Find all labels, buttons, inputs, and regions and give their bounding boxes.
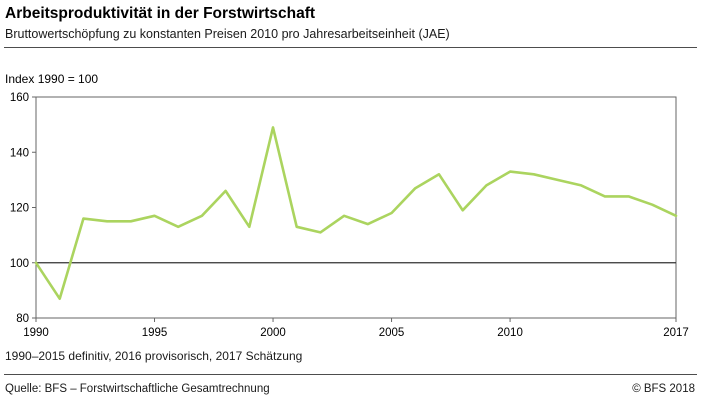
copyright-label: © BFS 2018 (632, 383, 695, 395)
y-tick-label: 140 (10, 147, 29, 159)
plot-border (35, 96, 677, 319)
line-chart: 80 100 120 140 160 1990 1995 2000 2005 2010 2017 (10, 92, 689, 339)
y-axis-unit-label: Index 1990 = 100 (5, 72, 99, 86)
header-divider (4, 47, 697, 48)
y-tick-label: 80 (16, 313, 29, 325)
y-tick-label: 100 (10, 258, 29, 270)
footer: Quelle: BFS – Forstwirtschaftliche Gesam… (5, 383, 695, 395)
footnote: 1990–2015 definitiv, 2016 provisorisch, … (5, 349, 303, 363)
page-title: Arbeitsproduktivität in der Forstwirtsch… (5, 5, 316, 22)
y-tick-label: 120 (10, 203, 29, 215)
chart-subtitle: Bruttowertschöpfung zu konstanten Preise… (5, 27, 450, 41)
x-tick-label: 2000 (260, 327, 286, 339)
x-tick-label: 1995 (142, 327, 168, 339)
x-tick-label: 1990 (23, 327, 49, 339)
y-tick-label: 160 (10, 92, 29, 104)
source-label: Quelle: BFS – Forstwirtschaftliche Gesam… (5, 383, 270, 395)
footer-divider (4, 374, 697, 375)
x-tick-label: 2017 (663, 327, 689, 339)
x-tick-label: 2005 (379, 327, 405, 339)
productivity-line (34, 126, 678, 300)
x-tick-label: 2010 (497, 327, 523, 339)
